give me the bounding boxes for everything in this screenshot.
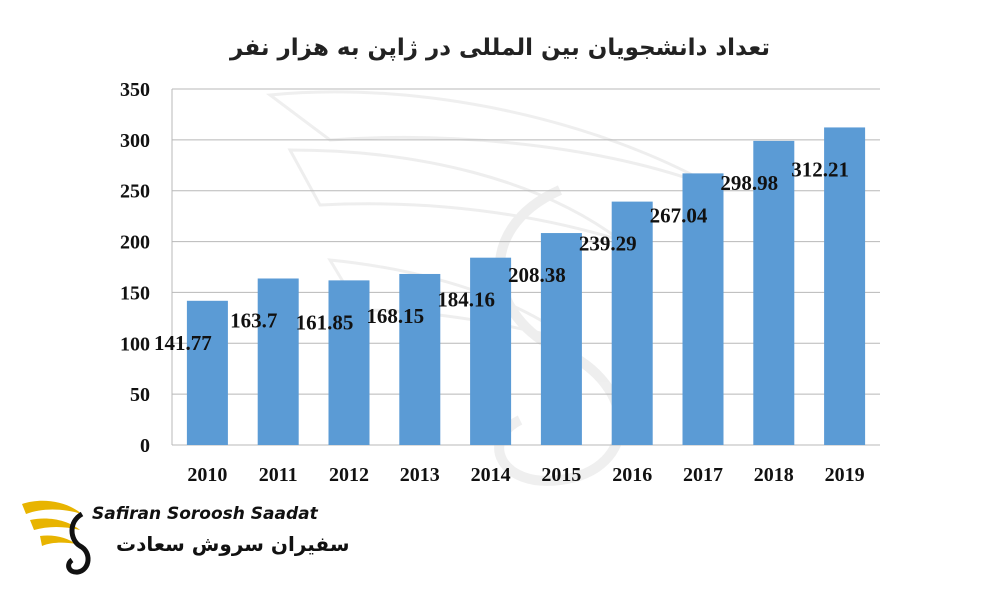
x-tick-label: 2017 [683,464,723,486]
y-tick-label: 200 [120,232,150,254]
x-tick-label: 2016 [612,464,652,486]
y-axis-ticks: 0 50 100 150 200 250 300 350 [120,79,150,457]
y-tick-label: 150 [120,282,150,304]
x-tick-label: 2019 [825,464,865,486]
bar [186,300,228,445]
data-label: 312.21 [791,157,849,181]
x-tick-label: 2015 [541,464,581,486]
bars [186,127,866,445]
bar [399,273,441,445]
bar [540,233,582,445]
brand-logo: Safiran Soroosh Saadat سفیران سروش سعادت [20,492,350,582]
bar [470,257,512,445]
x-tick-label: 2013 [400,464,440,486]
data-label: 298.98 [720,171,778,195]
y-tick-label: 100 [120,333,150,355]
x-tick-label: 2014 [471,464,511,486]
x-tick-label: 2011 [259,464,298,486]
bar [682,173,724,445]
data-label: 184.16 [437,288,495,312]
x-tick-label: 2018 [754,464,794,486]
bar [328,280,370,445]
y-tick-label: 250 [120,181,150,203]
data-label: 267.04 [650,203,708,227]
bar [824,127,866,445]
data-label: 141.77 [154,331,212,355]
x-axis-ticks: 2010 2011 2012 2013 2014 2015 2016 2017 2018 2019 [187,464,864,486]
data-labels: 141.77 163.7 161.85 168.15 184.16 208.38 239.2… [154,157,849,354]
phoenix-logo-icon [22,500,91,575]
bar [611,201,653,445]
x-tick-label: 2010 [187,464,227,486]
logo-name-fa: سفیران سروش سعادت [116,532,350,556]
data-label: 168.15 [366,304,424,328]
y-tick-label: 300 [120,130,150,152]
bar [753,140,795,445]
y-tick-label: 350 [120,79,150,101]
x-tick-label: 2012 [329,464,369,486]
data-label: 163.7 [230,308,277,332]
bar [257,278,299,445]
data-label: 161.85 [296,310,354,334]
data-label: 239.29 [579,232,637,256]
y-tick-label: 50 [130,384,150,406]
logo-name-en: Safiran Soroosh Saadat [92,504,318,524]
y-tick-label: 0 [140,435,150,457]
chart-title: تعداد دانشجویان بین المللی در ژاپن به هز… [229,35,770,61]
data-label: 208.38 [508,263,566,287]
